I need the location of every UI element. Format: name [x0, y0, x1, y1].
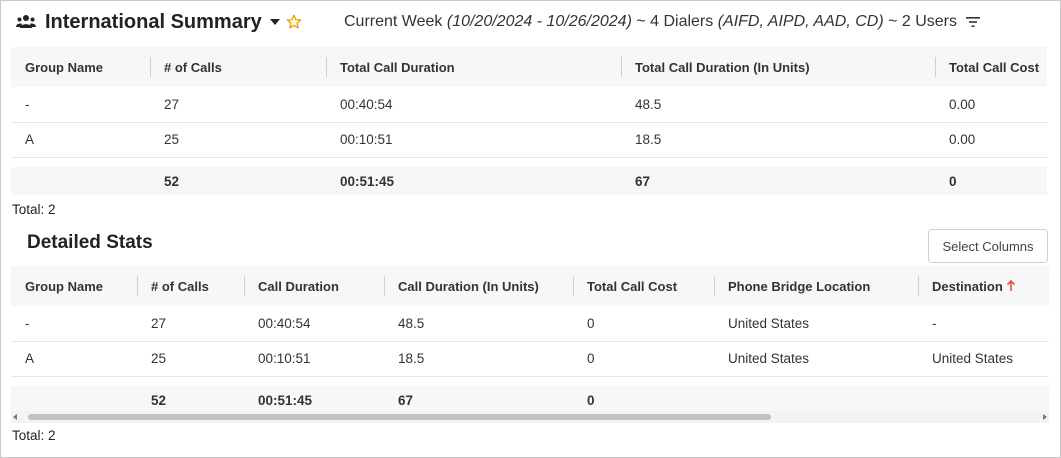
table-row[interactable]: A 25 00:10:51 18.5 0.00 [11, 122, 1047, 157]
cell-call-cost: 0.00 [949, 96, 976, 112]
star-icon[interactable] [286, 14, 302, 30]
dialers-count: ~ 4 Dialers [631, 13, 718, 30]
detail-total-count: Total: 2 [12, 428, 56, 443]
total-call-duration: 00:51:45 [340, 173, 395, 189]
total-group-name [11, 386, 137, 414]
table-row[interactable]: - 27 00:40:54 48.5 0.00 [11, 87, 1047, 122]
column-header-group-name[interactable]: Group Name [25, 59, 104, 75]
table-row[interactable]: - 27 00:40:54 48.5 0 United States - [11, 306, 1049, 341]
cell-call-duration-units: 18.5 [398, 351, 425, 366]
summary-total-count: Total: 2 [12, 202, 56, 217]
summary-table: Group Name # of Calls Total Call Duratio… [11, 47, 1047, 195]
report-subtitle: Current Week (10/20/2024 - 10/26/2024) ~… [344, 11, 980, 33]
cell-group-name: - [25, 96, 30, 112]
cell-call-duration-units: 48.5 [398, 315, 425, 331]
cell-call-cost: 0.00 [949, 132, 976, 147]
cell-group-name: A [25, 132, 35, 147]
cell-call-duration: 00:10:51 [258, 351, 311, 366]
cell-call-duration: 00:40:54 [258, 315, 311, 331]
column-header-destination[interactable]: Destination [918, 266, 1049, 306]
period-label: Current Week [344, 13, 447, 30]
total-destination [918, 386, 1049, 414]
select-columns-button[interactable]: Select Columns [928, 229, 1048, 263]
cell-call-duration-units: 48.5 [635, 96, 662, 112]
users-count: ~ 2 Users [883, 13, 957, 30]
column-header-total-call-cost[interactable]: Total Call Cost [935, 47, 1047, 87]
cell-calls: 25 [151, 351, 167, 366]
filter-icon[interactable] [966, 16, 980, 28]
cell-calls: 27 [164, 96, 180, 112]
scroll-right-arrow-icon[interactable] [1043, 414, 1047, 420]
row-spacer [11, 376, 1049, 386]
scroll-left-arrow-icon[interactable] [13, 414, 17, 420]
total-calls: 52 [151, 392, 167, 408]
cell-destination: United States [932, 351, 1014, 366]
column-header-call-duration[interactable]: Call Duration [244, 266, 384, 306]
cell-calls: 27 [151, 315, 167, 331]
scrollbar-thumb[interactable] [28, 414, 771, 420]
cell-group-name: - [25, 315, 30, 331]
date-range: (10/20/2024 - 10/26/2024) [446, 13, 632, 30]
cell-call-cost: 0 [587, 351, 595, 366]
section-title-detailed-stats: Detailed Stats [27, 232, 153, 253]
dialers-list: (AIFD, AIPD, AAD, CD) [717, 13, 884, 30]
column-header-group-name[interactable]: Group Name [25, 278, 104, 294]
horizontal-scrollbar[interactable] [11, 411, 1049, 423]
totals-row: 52 00:51:45 67 0 [11, 167, 1047, 195]
cell-phone-bridge-location: United States [728, 351, 810, 366]
column-header-total-call-cost[interactable]: Total Call Cost [573, 266, 714, 306]
page-header: International Summary [16, 9, 302, 35]
cell-calls: 25 [164, 132, 180, 147]
total-call-duration-units: 67 [635, 173, 651, 189]
cell-call-cost: 0 [587, 315, 595, 331]
total-call-cost: 0 [587, 392, 595, 408]
total-call-duration: 00:51:45 [258, 392, 313, 408]
sort-ascending-icon[interactable] [1006, 279, 1016, 292]
cell-group-name: A [25, 351, 35, 366]
page-title: International Summary [45, 10, 262, 33]
cell-phone-bridge-location: United States [728, 315, 810, 331]
column-header-phone-bridge-location[interactable]: Phone Bridge Location [714, 266, 918, 306]
table-header-row: Group Name # of Calls Total Call Duratio… [11, 47, 1047, 87]
cell-destination: - [932, 315, 937, 331]
row-spacer [11, 157, 1047, 167]
table-header-row: Group Name # of Calls Call Duration Call… [11, 266, 1049, 306]
table-row[interactable]: A 25 00:10:51 18.5 0 United States Unite… [11, 341, 1049, 376]
total-group-name [11, 167, 150, 195]
total-calls: 52 [164, 173, 180, 189]
total-call-cost: 0 [949, 173, 957, 189]
detailed-stats-table: Group Name # of Calls Call Duration Call… [11, 266, 1049, 414]
column-header-total-call-duration-units[interactable]: Total Call Duration (In Units) [621, 47, 935, 87]
cell-call-duration: 00:40:54 [340, 96, 393, 112]
totals-row: 52 00:51:45 67 0 [11, 386, 1049, 414]
column-header-calls[interactable]: # of Calls [137, 266, 244, 306]
users-icon [16, 15, 36, 28]
column-header-destination-label: Destination [932, 278, 1003, 294]
column-header-call-duration-units[interactable]: Call Duration (In Units) [384, 266, 573, 306]
total-phone-bridge-location [714, 386, 918, 414]
column-header-calls[interactable]: # of Calls [150, 47, 326, 87]
column-header-total-call-duration[interactable]: Total Call Duration [326, 47, 621, 87]
caret-down-icon[interactable] [269, 19, 280, 25]
cell-call-duration-units: 18.5 [635, 132, 662, 147]
cell-call-duration: 00:10:51 [340, 132, 393, 147]
total-call-duration-units: 67 [398, 392, 414, 408]
